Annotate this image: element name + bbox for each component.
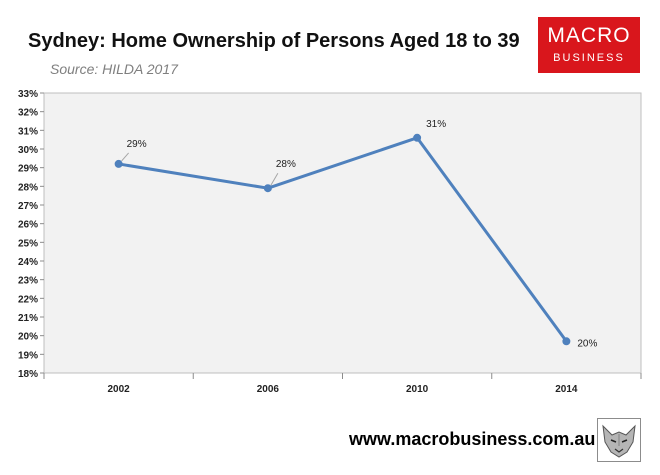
y-tick-label: 26%	[18, 220, 38, 231]
chart-source: Source: HILDA 2017	[50, 61, 178, 77]
series-line	[118, 136, 568, 343]
y-tick-label: 28%	[18, 182, 38, 193]
data-point	[562, 337, 571, 346]
chart-title: Sydney: Home Ownership of Persons Aged 1…	[28, 30, 520, 52]
data-label: 31%	[426, 119, 446, 130]
data-point	[263, 184, 272, 193]
y-tick-label: 23%	[18, 276, 38, 287]
y-tick-label: 20%	[18, 332, 38, 343]
y-tick-label: 30%	[18, 145, 38, 156]
x-tick-label: 2002	[108, 384, 131, 395]
data-label-leader	[121, 152, 130, 162]
y-tick-label: 33%	[18, 89, 38, 100]
brand-logo[interactable]: MACRO BUSINESS	[538, 17, 640, 73]
data-point	[413, 133, 422, 142]
plot-area	[43, 92, 642, 374]
y-tick-label: 27%	[18, 201, 38, 212]
data-label-leader	[270, 172, 279, 186]
y-tick-label: 21%	[18, 313, 38, 324]
y-tick-label: 31%	[18, 126, 38, 137]
x-tick-label: 2006	[257, 384, 280, 395]
logo-main-text: MACRO	[547, 24, 631, 47]
x-tick-label: 2010	[406, 384, 429, 395]
data-label: 28%	[276, 159, 296, 170]
x-tick-label: 2014	[555, 384, 578, 395]
y-tick-label: 22%	[18, 294, 38, 305]
data-label: 29%	[127, 139, 147, 150]
logo-sub-text: BUSINESS	[553, 52, 625, 64]
website-url[interactable]: www.macrobusiness.com.au	[349, 429, 596, 449]
data-point	[114, 159, 123, 168]
y-tick-label: 19%	[18, 350, 38, 361]
wolf-emblem-icon	[597, 418, 641, 462]
y-tick-label: 29%	[18, 164, 38, 175]
y-tick-label: 32%	[18, 108, 38, 119]
y-tick-label: 24%	[18, 257, 38, 268]
data-label: 20%	[577, 338, 597, 349]
y-tick-label: 25%	[18, 238, 38, 249]
y-tick-label: 18%	[18, 369, 38, 380]
